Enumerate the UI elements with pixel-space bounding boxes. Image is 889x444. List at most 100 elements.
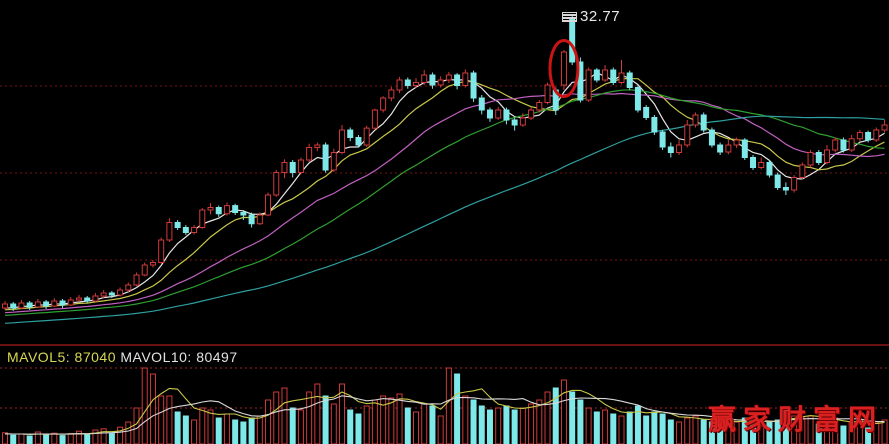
candle-body (256, 214, 263, 225)
volume-bar (199, 407, 206, 444)
volume-bar (92, 429, 99, 444)
volume-bar (470, 399, 477, 444)
volume-bar (708, 421, 715, 444)
pane-divider (0, 344, 889, 346)
candle-body (289, 162, 296, 173)
candle-body (223, 205, 230, 215)
candle-body (873, 129, 880, 141)
candle-body (626, 72, 633, 88)
volume-bar (519, 407, 526, 444)
volume-bar (191, 419, 198, 444)
volume-bar (503, 405, 510, 444)
volume-bar (552, 387, 559, 444)
candle-body (26, 302, 33, 308)
candle-body (92, 295, 99, 302)
candle-body (339, 129, 346, 153)
mavol5-value: 87040 (74, 349, 116, 365)
volume-bar (602, 409, 609, 444)
peak-price-value: 32.77 (580, 8, 621, 25)
candle-body (248, 214, 255, 225)
volume-bar (478, 405, 485, 444)
candle-body (840, 139, 847, 151)
volume-bar (684, 417, 691, 444)
candle-body (462, 72, 469, 86)
volume-bar (791, 415, 798, 444)
volume-bar (67, 433, 74, 444)
candle-body (158, 239, 165, 263)
candle-body (141, 264, 148, 276)
candle-body (84, 297, 91, 302)
volume-bar (281, 387, 288, 444)
volume-bar (651, 411, 658, 444)
volume-bar (840, 425, 847, 444)
volume-bar (634, 405, 641, 444)
candle-body (149, 262, 156, 266)
volume-bar (265, 399, 272, 444)
candle-body (536, 102, 543, 111)
volume-bar (223, 413, 230, 444)
candle-body (437, 79, 444, 86)
candle-body (232, 205, 239, 213)
volume-bar (51, 432, 58, 444)
candle-body (306, 147, 313, 161)
candle-body (100, 292, 107, 297)
candle-body (717, 144, 724, 153)
volume-bar (667, 419, 674, 444)
candle-body (824, 149, 830, 163)
volume-bar (371, 399, 378, 444)
candle-body (881, 124, 888, 131)
candle-body (470, 72, 477, 99)
candle-body (733, 139, 740, 146)
volume-bar (215, 417, 222, 444)
candle-body (18, 302, 25, 309)
volume-bar (2, 432, 8, 444)
candle-body (429, 74, 436, 86)
candle-body (133, 274, 140, 286)
ma60-line (4, 115, 885, 324)
volume-bar (676, 421, 683, 444)
mavol10-value: 80497 (196, 349, 238, 365)
volume-bar (758, 425, 765, 444)
volume-bar (240, 421, 247, 444)
volume-bar (421, 403, 428, 444)
volume-bar (577, 399, 584, 444)
candle-body (347, 129, 354, 138)
candle-body (692, 114, 699, 126)
gridlines (0, 85, 889, 409)
candle-body (791, 177, 798, 191)
ma30-line (4, 89, 885, 316)
volume-bar (618, 415, 625, 444)
volume-bar (782, 407, 789, 444)
candle-body (363, 127, 370, 146)
candle-body (265, 194, 272, 216)
candle-body (191, 227, 198, 233)
candle-body (807, 152, 814, 166)
candle-body (725, 144, 732, 153)
volume-bar (388, 397, 395, 444)
volume-bar (43, 433, 50, 444)
volume-bar (643, 415, 650, 444)
candle-body (199, 209, 206, 228)
candle-body (511, 119, 518, 126)
candle-body (182, 227, 189, 233)
candle-body (478, 97, 485, 111)
volume-bar (100, 428, 107, 444)
candle-body (766, 162, 773, 176)
volume-bar (873, 421, 880, 444)
volume-bar (454, 373, 461, 444)
candle-body (51, 300, 58, 307)
volume-bar (297, 409, 304, 444)
volume-bar (610, 413, 617, 444)
candle-body (832, 139, 839, 151)
volume-bar (560, 379, 567, 444)
candle-body (593, 69, 600, 81)
volume-bar (34, 431, 41, 444)
candle-body (388, 89, 395, 99)
candle-body (125, 284, 132, 291)
candle-body (34, 301, 41, 308)
peak-price-label: 32.77 (562, 8, 620, 25)
site-watermark: 赢家财富网 (707, 404, 883, 435)
candle-body (741, 139, 748, 158)
candle-body (454, 74, 461, 86)
